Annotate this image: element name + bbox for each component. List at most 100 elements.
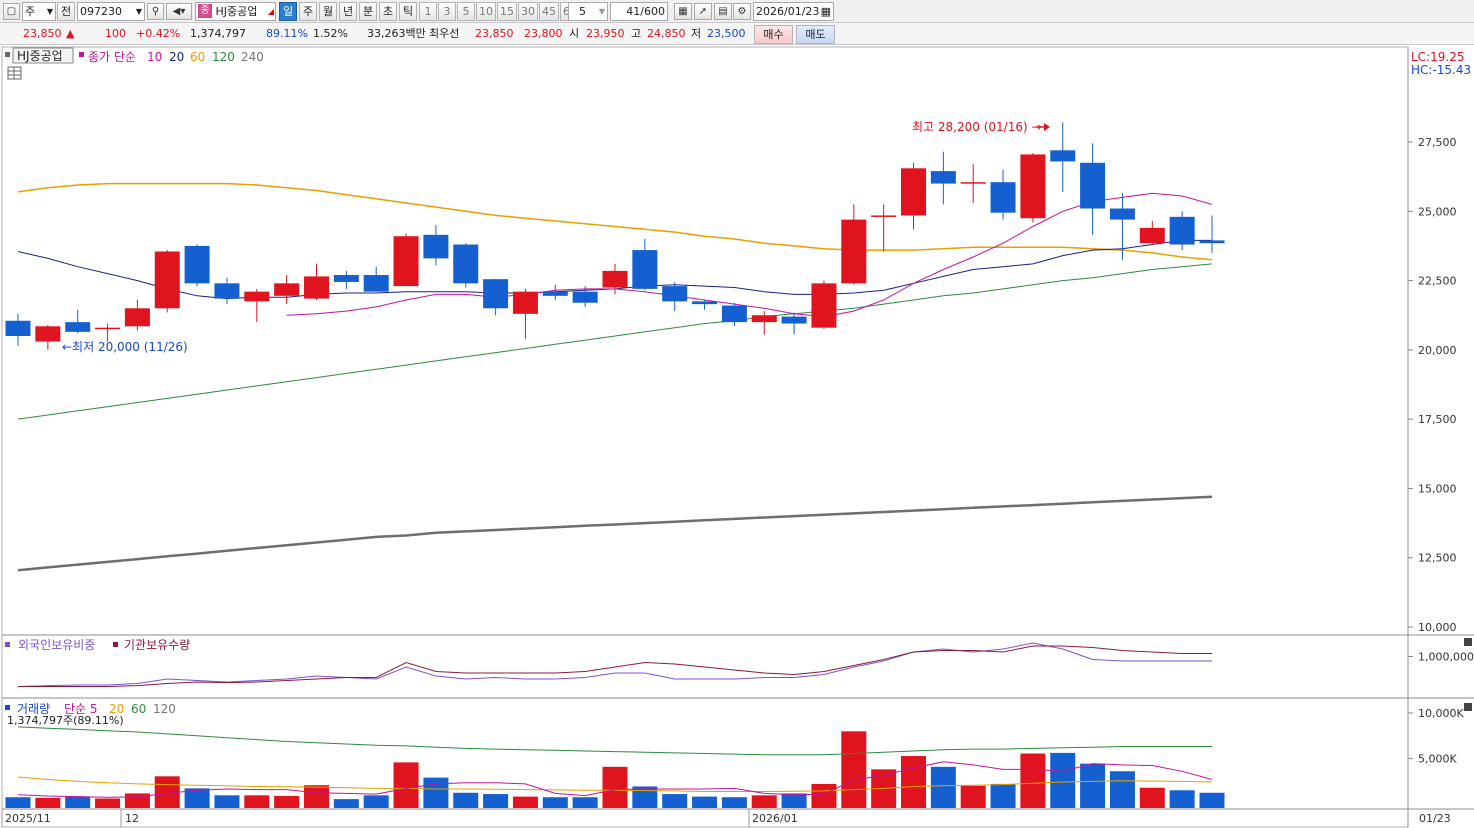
candle-toggle-icon[interactable]: ▦: [674, 3, 692, 20]
candle-body: [841, 219, 867, 284]
volume-tick-label: 5,000K: [1418, 753, 1457, 766]
count-field[interactable]: 41/600: [610, 2, 668, 21]
candle: [483, 279, 509, 316]
minute-button-3[interactable]: 3: [438, 2, 456, 21]
candle: [572, 286, 598, 307]
candle: [124, 299, 150, 331]
best-bid: 23,800: [524, 27, 563, 40]
volume-bar: [1199, 792, 1225, 808]
turnover-rate: 1.52%: [313, 27, 348, 40]
minute-button-5[interactable]: 5: [457, 2, 475, 21]
candle: [990, 169, 1016, 220]
candle-body: [1050, 150, 1076, 162]
legend-ma60: 60: [190, 50, 205, 64]
candle-body: [65, 322, 91, 332]
stock-code-input[interactable]: 097230 ▼: [77, 2, 145, 21]
period-button-2[interactable]: 월: [319, 2, 337, 21]
legend-vol-ma5: 단순 5: [64, 702, 98, 716]
minute-button-30[interactable]: 30: [518, 2, 538, 21]
candle: [930, 151, 956, 205]
chevron-down-icon: ▼: [46, 7, 53, 16]
minute-button-15[interactable]: 15: [497, 2, 517, 21]
search-icon[interactable]: ⚲: [147, 3, 164, 20]
date-input[interactable]: 2026/01/23 ▦: [753, 2, 834, 21]
volume-bar: [542, 797, 568, 808]
price-tick-label: 17,500: [1418, 413, 1457, 426]
trade-volume: 1,374,797: [190, 27, 246, 40]
period-button-6[interactable]: 틱: [399, 2, 417, 21]
speaker-icon[interactable]: ◀▾: [166, 3, 192, 20]
volume-bar: [304, 785, 329, 808]
candle: [871, 204, 897, 252]
period-type-select[interactable]: 주 ▼: [22, 2, 56, 21]
candle: [1050, 122, 1076, 192]
chart-area[interactable]: 27,500 25,000 22,500 20,000 17,500 15,000 12,5…: [0, 46, 1474, 828]
price-legend: HJ중공업 종가 단순 10 20 60 120 240: [5, 47, 264, 80]
candle: [154, 250, 180, 313]
legend-name-box[interactable]: [12, 47, 74, 64]
candle: [35, 324, 61, 350]
stock-name-field[interactable]: 종 HJ중공업 ◢: [195, 2, 276, 21]
candle-body: [184, 245, 210, 284]
ma240-line: [17, 495, 1213, 572]
inst-holding-line: [18, 645, 1212, 687]
candle-body: [244, 291, 270, 302]
period-button-4[interactable]: 분: [359, 2, 377, 21]
candle-body: [423, 234, 449, 259]
volume-legend: 거래량 단순 5 20 60 120 1,374,797주(89.11%): [5, 702, 1472, 727]
candle-body: [811, 283, 837, 328]
close-icon[interactable]: [1464, 703, 1472, 711]
minute-button-10[interactable]: 10: [476, 2, 496, 21]
legend-marker-icon: [5, 52, 10, 57]
save-icon[interactable]: ▤: [714, 3, 732, 20]
foreign-ratio-line: [17, 642, 1212, 687]
candle: [423, 225, 449, 266]
quote-bar: 23,850 ▲ 100 +0.42% 1,374,797 89.11% 1.5…: [0, 23, 1474, 45]
chart-frame: [1, 46, 1409, 828]
change-percent: +0.42%: [136, 27, 181, 40]
sell-button[interactable]: 매도: [796, 25, 835, 44]
volume-ma5-line: [17, 761, 1213, 798]
window-icon[interactable]: ▢: [3, 3, 20, 20]
volume-bar: [1050, 752, 1076, 808]
minute-button-45[interactable]: 45: [539, 2, 559, 21]
volume-bar: [811, 783, 837, 808]
candle-body: [960, 182, 986, 184]
candle-body: [453, 244, 479, 284]
candle-body: [721, 305, 747, 323]
candle-body: [572, 291, 598, 303]
period-button-5[interactable]: 초: [379, 2, 397, 21]
candle: [1199, 215, 1225, 253]
interval-select[interactable]: 5 ▼: [568, 2, 608, 21]
low-label: 저: [691, 27, 702, 40]
x-label-2025-11: 2025/11: [5, 812, 51, 825]
close-icon[interactable]: [1464, 638, 1472, 646]
legend-ma240: 240: [241, 50, 264, 64]
legend-inst-holding: 기관보유수량: [124, 638, 190, 652]
price-tick-label: 27,500: [1418, 136, 1457, 149]
candle: [453, 243, 479, 288]
price-tick-label: 10,000: [1418, 621, 1457, 634]
stock-badge: 종: [198, 4, 212, 18]
candle: [304, 263, 329, 300]
ma60-line: [17, 182, 1213, 261]
minute-button-1[interactable]: 1: [419, 2, 437, 21]
best-quote-label: 최우선: [429, 27, 460, 40]
legend-foreign-ratio: 외국인보유비중: [18, 638, 95, 652]
calendar-icon: ▦: [820, 5, 831, 18]
chart-tool-icon[interactable]: ➚: [694, 3, 712, 20]
candle: [662, 281, 688, 312]
volume-bar: [453, 792, 479, 808]
period-button-3[interactable]: 년: [339, 2, 357, 21]
period-button-0[interactable]: 일: [279, 2, 297, 21]
ma10-line: [286, 192, 1213, 318]
period-button-1[interactable]: 주: [299, 2, 317, 21]
prefix-button[interactable]: 전: [57, 2, 75, 21]
volume-bar: [333, 799, 359, 808]
price-tick-label: 15,000: [1418, 482, 1457, 495]
volume-bar: [960, 785, 986, 808]
buy-button[interactable]: 매수: [754, 25, 793, 44]
gear-icon[interactable]: ⚙: [733, 3, 751, 20]
